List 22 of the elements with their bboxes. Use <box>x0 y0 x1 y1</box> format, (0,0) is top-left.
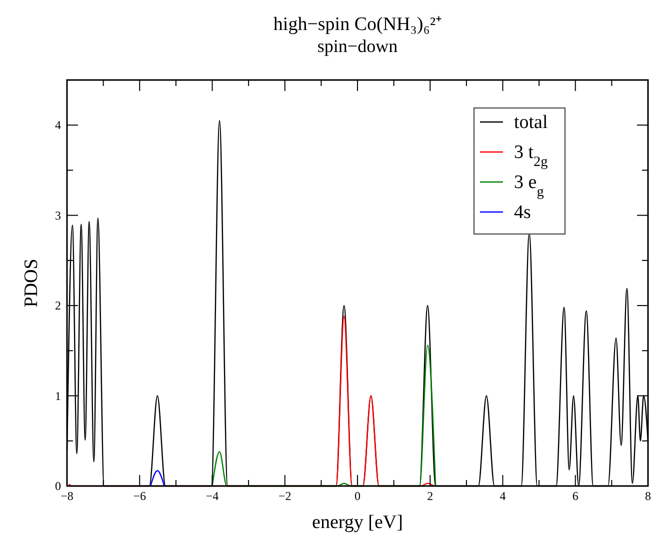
legend-label: total <box>514 112 548 133</box>
x-tick-label: 2 <box>427 489 434 503</box>
x-axis-title: energy [eV] <box>312 512 403 533</box>
x-tick-label: −8 <box>60 489 74 503</box>
x-tick-label: −6 <box>133 489 146 503</box>
y-tick-label: 3 <box>55 208 61 222</box>
y-axis-title: PDOS <box>21 258 42 308</box>
x-tick-label: 6 <box>572 489 578 503</box>
y-tick-label: 0 <box>55 479 61 493</box>
chart-title: high−spin Co(NH₃)₆²⁺ <box>273 14 442 35</box>
y-tick-label: 1 <box>55 388 61 403</box>
y-tick-label: 2 <box>55 298 61 313</box>
legend-label: 3 t$_{2g}$ <box>514 142 548 170</box>
x-tick-label: −4 <box>206 489 219 503</box>
y-tick-label: 4 <box>55 118 61 132</box>
legend-label: 3 e$_{g}$ <box>514 172 544 200</box>
x-tick-label: 0 <box>354 489 360 503</box>
chart-subtitle: spin−down <box>317 36 398 56</box>
x-tick-label: −2 <box>278 489 292 503</box>
legend-label: 4s <box>514 202 531 223</box>
x-tick-label: 4 <box>500 489 506 503</box>
x-tick-label: 8 <box>645 489 651 503</box>
